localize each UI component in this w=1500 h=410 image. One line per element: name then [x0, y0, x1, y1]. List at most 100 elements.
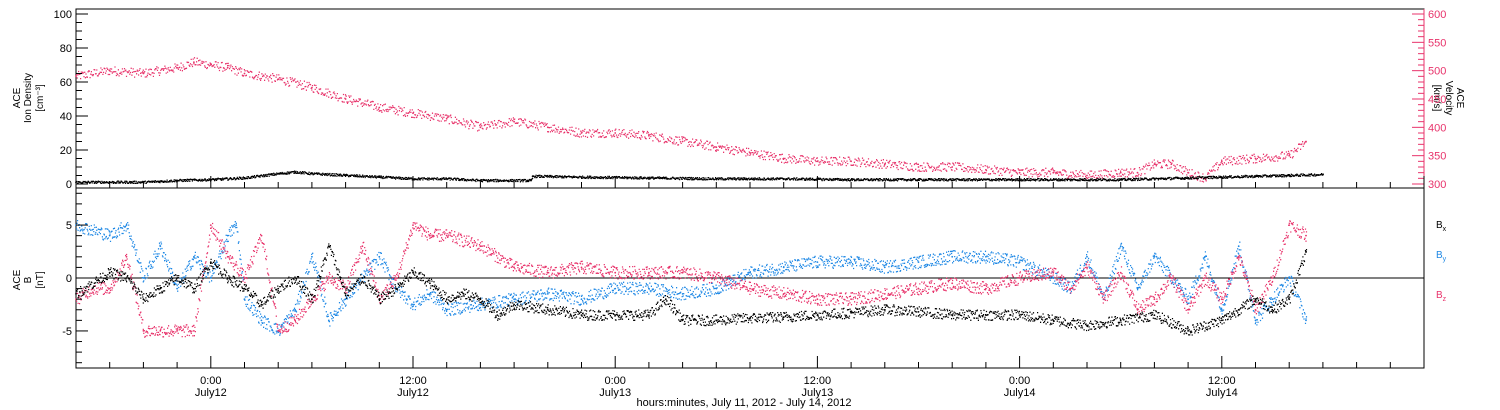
point-By-29 [681, 293, 684, 295]
point-Bz-50 [1220, 298, 1223, 301]
legend-Bx: Bx [1436, 220, 1447, 233]
b-tick-label: -5 [62, 326, 72, 338]
point-Bz-34 [850, 298, 852, 301]
point-density-30 [1322, 173, 1324, 176]
point-Bz-44 [1119, 271, 1122, 274]
point-velocity-36 [1170, 163, 1173, 166]
point-density-19 [782, 178, 785, 180]
density-axis-unit: [cm⁻³] [35, 84, 46, 112]
point-velocity-18 [614, 132, 617, 134]
density-tick-label: 20 [60, 145, 72, 157]
point-density-13 [479, 179, 482, 182]
point-velocity-25 [850, 160, 852, 163]
point-Bx-4 [159, 287, 162, 290]
point-Bz-49 [1204, 277, 1206, 279]
point-Bz-31 [749, 287, 751, 290]
point-By-54 [1288, 277, 1291, 279]
point-Bz-37 [951, 282, 954, 285]
point-Bx-31 [681, 319, 684, 322]
point-density-12 [445, 178, 448, 180]
legend: Bx By Bz [1436, 220, 1447, 303]
point-Bx-52 [1305, 250, 1307, 253]
point-By-53 [1271, 298, 1274, 301]
point-By-25 [546, 293, 549, 295]
point-Bz-27 [614, 271, 617, 274]
point-density-21 [917, 178, 920, 181]
point-By-24 [513, 298, 515, 301]
point-By-2 [125, 224, 128, 227]
point-Bx-8 [226, 277, 229, 279]
b-tick-label: 0 [66, 273, 72, 285]
velocity-axis-label-2: Velocity [1443, 81, 1454, 115]
point-Bz-51 [1237, 255, 1240, 258]
point-By-31 [749, 271, 751, 274]
point-Bz-21 [429, 234, 431, 237]
density-tick-label: 80 [60, 43, 72, 55]
point-Bx-1 [108, 271, 111, 274]
point-By-8 [226, 234, 229, 237]
top-axis-titles: ACE Ion Density [cm⁻³] ACE Velocity [km/… [12, 73, 1465, 123]
density-axis-label-2: Ion Density [23, 73, 34, 123]
point-By-28 [648, 287, 650, 290]
legend-By: By [1436, 250, 1447, 263]
point-Bz-10 [243, 277, 246, 279]
series-Bx [75, 243, 1308, 336]
point-Bx-7 [209, 261, 212, 263]
x-tick-time: 12:00 [1208, 375, 1236, 387]
point-By-13 [294, 308, 296, 311]
point-Bz-12 [277, 330, 280, 332]
point-velocity-33 [1119, 171, 1122, 174]
point-Bx-23 [479, 298, 482, 301]
point-Bx-6 [193, 287, 195, 290]
point-velocity-31 [1052, 171, 1055, 174]
point-velocity-40 [1254, 157, 1257, 160]
point-Bz-15 [327, 277, 330, 279]
point-density-25 [1153, 178, 1156, 180]
bottom-axis-titles: ACE B [nT] [12, 269, 46, 290]
point-velocity-41 [1288, 154, 1291, 157]
point-Bz-43 [1102, 298, 1105, 301]
point-By-6 [193, 255, 195, 258]
point-Bx-48 [1237, 308, 1240, 311]
point-velocity-1 [108, 69, 111, 72]
point-Bz-30 [715, 277, 718, 279]
velocity-tick-label: 500 [1428, 66, 1446, 78]
x-tick-date: July12 [195, 387, 227, 399]
point-density-18 [715, 178, 718, 180]
point-velocity-20 [681, 140, 684, 143]
data-marks [75, 57, 1324, 338]
velocity-tick-label: 450 [1428, 94, 1446, 106]
point-velocity-29 [985, 168, 987, 171]
point-Bx-10 [260, 303, 263, 306]
point-velocity-26 [883, 163, 886, 166]
point-By-40 [1052, 277, 1055, 279]
point-By-26 [580, 298, 583, 301]
point-Bz-28 [648, 271, 650, 274]
point-Bx-39 [951, 314, 954, 316]
x-tick-time: 0:00 [604, 375, 625, 387]
point-Bx-25 [513, 303, 515, 306]
b-axis-unit: [nT] [35, 271, 46, 288]
point-Bz-19 [395, 277, 397, 279]
point-Bx-16 [361, 277, 364, 279]
point-By-1 [108, 234, 111, 237]
point-Bx-40 [985, 314, 987, 316]
point-Bx-50 [1271, 308, 1274, 311]
x-tick-time: 0:00 [200, 375, 221, 387]
point-By-48 [1187, 298, 1189, 301]
point-Bz-29 [681, 271, 684, 274]
point-velocity-24 [816, 160, 819, 163]
point-velocity-21 [715, 146, 718, 149]
point-density-16 [580, 176, 583, 179]
point-By-21 [429, 293, 431, 295]
point-velocity-28 [951, 166, 954, 168]
point-Bx-33 [749, 317, 751, 320]
point-Bz-6 [176, 330, 179, 332]
point-Bx-2 [125, 277, 128, 279]
density-tick-label: 60 [60, 77, 72, 89]
x-axis-title: hours:minutes, July 11, 2012 - July 14, … [636, 397, 851, 409]
point-Bz-13 [294, 319, 296, 322]
point-velocity-37 [1187, 171, 1189, 174]
point-Bz-38 [985, 287, 987, 290]
